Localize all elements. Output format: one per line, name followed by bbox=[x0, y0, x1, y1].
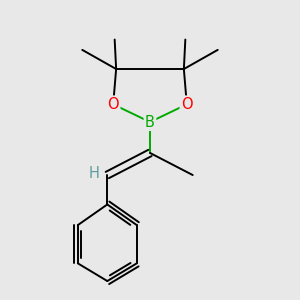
Text: O: O bbox=[107, 97, 119, 112]
Text: O: O bbox=[181, 97, 193, 112]
Text: H: H bbox=[89, 166, 100, 181]
Text: B: B bbox=[145, 115, 155, 130]
